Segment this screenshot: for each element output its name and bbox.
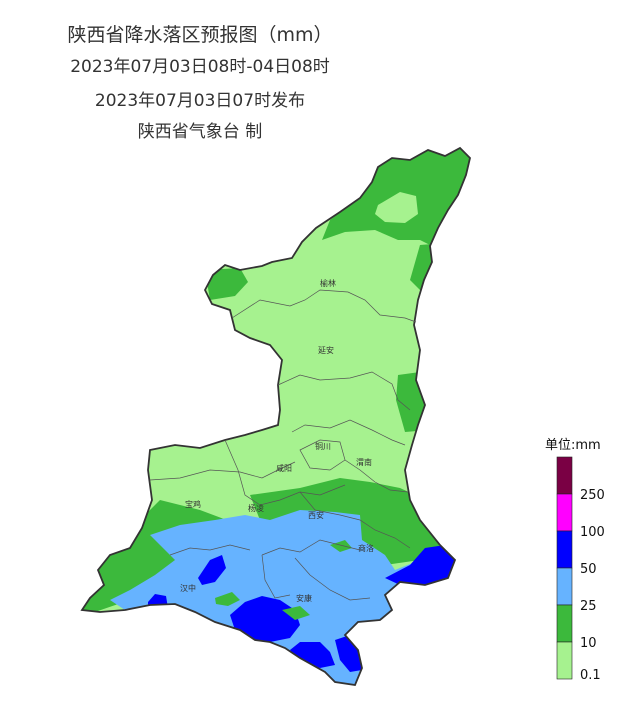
city-boundaries bbox=[149, 289, 417, 601]
city-labels: 榆林 延安 铜川 咸阳 渭南 宝鸡 杨凌 西安 商洛 汉中 安康 bbox=[180, 278, 374, 603]
city-xianyang: 咸阳 bbox=[276, 463, 292, 473]
legend-swatch-50-100 bbox=[556, 530, 573, 569]
legend-swatch-25-50 bbox=[556, 567, 573, 606]
forecast-period: 2023年07月03日08时-04日08时 bbox=[70, 57, 330, 77]
city-weinan: 渭南 bbox=[356, 457, 372, 467]
legend-label-50: 50 bbox=[580, 562, 597, 577]
zone-25-50 bbox=[110, 510, 460, 685]
legend-swatch-100-250 bbox=[556, 493, 573, 532]
city-baoji: 宝鸡 bbox=[185, 499, 201, 509]
issuer: 陕西省气象台 制 bbox=[137, 122, 263, 142]
legend-label-25: 25 bbox=[580, 599, 597, 614]
map-title: 陕西省降水落区预报图（mm） bbox=[67, 24, 333, 46]
legend-label-100: 100 bbox=[580, 525, 605, 540]
city-xian: 西安 bbox=[308, 510, 324, 520]
legend-swatch-10-25 bbox=[556, 604, 573, 643]
city-yanan: 延安 bbox=[318, 345, 334, 355]
city-ankang: 安康 bbox=[296, 593, 312, 603]
city-shangluo: 商洛 bbox=[358, 543, 374, 553]
zone-50-100 bbox=[148, 545, 462, 672]
legend-label-10: 10 bbox=[580, 636, 597, 651]
city-hanzhong: 汉中 bbox=[180, 583, 196, 593]
legend-bar bbox=[556, 456, 573, 680]
city-tongchuan: 铜川 bbox=[315, 441, 331, 451]
city-yangling: 杨凌 bbox=[248, 503, 264, 513]
issue-time: 2023年07月03日07时发布 bbox=[94, 91, 306, 111]
legend-label-01: 0.1 bbox=[580, 668, 601, 683]
legend-label-250: 250 bbox=[580, 488, 605, 503]
legend-swatch-01-10 bbox=[556, 641, 573, 680]
legend-title: 单位:mm bbox=[545, 438, 601, 453]
legend-swatch-250plus bbox=[556, 456, 573, 495]
city-yulin: 榆林 bbox=[320, 278, 336, 288]
